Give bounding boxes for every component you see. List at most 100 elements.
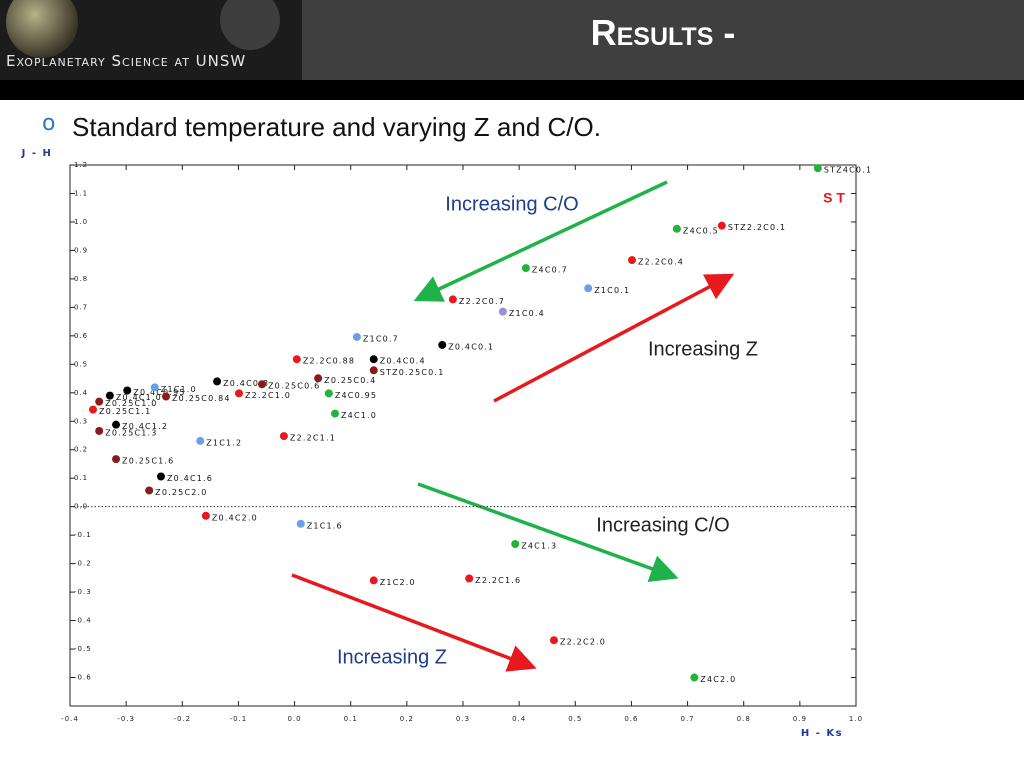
point-label: Z2.2C0.4	[638, 258, 684, 267]
point-label: Z2.2C1.1	[290, 434, 336, 443]
point-label: Z4C2.0	[700, 675, 736, 684]
point-label: Z0.25C0.84	[172, 394, 231, 403]
data-point	[717, 221, 726, 230]
annotation: S T	[823, 190, 845, 206]
x-tick-label: 1.0	[849, 715, 863, 723]
y-tick-label: 1.2	[74, 161, 88, 169]
point-label: Z4C1.0	[341, 411, 377, 420]
header-strip	[0, 80, 1024, 100]
y-tick-label: 0.3	[74, 417, 88, 425]
arrow	[417, 482, 679, 583]
data-point	[123, 386, 132, 395]
annotation: Increasing Z	[337, 646, 447, 668]
data-point	[213, 377, 222, 386]
x-tick-label: 0.1	[344, 715, 358, 723]
data-point	[369, 366, 378, 375]
point-label: Z1C1.2	[206, 438, 242, 447]
data-point	[438, 340, 447, 349]
data-point	[330, 409, 339, 418]
x-tick-label: 0.3	[456, 715, 470, 723]
point-label: Z4C1.3	[521, 541, 557, 550]
data-point	[95, 397, 104, 406]
y-tick-label: 0.9	[74, 246, 88, 254]
point-label: Z4C0.5	[683, 226, 719, 235]
point-label: Z2.2C2.0	[560, 638, 606, 647]
logo-planet	[6, 0, 78, 58]
arrow	[493, 273, 735, 403]
y-tick-label: 1.1	[74, 189, 88, 197]
y-tick-label: 0.7	[74, 303, 88, 311]
data-point	[279, 432, 288, 441]
point-label: Z1C0.1	[594, 286, 630, 295]
point-label: Z0.4C2.0	[212, 513, 258, 522]
point-label: Z0.4C0.1	[448, 342, 494, 351]
x-tick-label: -0.2	[173, 715, 191, 723]
data-point	[196, 436, 205, 445]
annotation: Increasing Z	[648, 338, 758, 360]
x-axis-label: H - Ks	[801, 728, 843, 739]
logo-planet	[220, 0, 280, 50]
data-point	[324, 389, 333, 398]
x-tick-label: 0.8	[737, 715, 751, 723]
y-tick-label: -0.4	[74, 617, 92, 625]
y-tick-label: 0.5	[74, 360, 88, 368]
point-label: Z0.25C1.6	[122, 457, 174, 466]
data-point	[112, 420, 121, 429]
data-point	[369, 355, 378, 364]
bullet-marker: o	[42, 111, 55, 136]
data-point	[627, 256, 636, 265]
y-tick-label: 0.2	[74, 446, 88, 454]
point-label: Z0.25C1.3	[105, 428, 157, 437]
data-point	[145, 486, 154, 495]
data-point	[150, 383, 159, 392]
data-point	[314, 374, 323, 383]
y-tick-label: 0.8	[74, 275, 88, 283]
point-label: Z4C0.7	[532, 266, 568, 275]
x-tick-label: 0.6	[624, 715, 638, 723]
y-tick-label: -0.1	[74, 531, 92, 539]
data-point	[352, 332, 361, 341]
data-point	[112, 455, 121, 464]
point-label: Z2.2C0.88	[303, 357, 355, 366]
data-point	[498, 307, 507, 316]
point-label: Z0.25C1.1	[99, 407, 151, 416]
data-point	[156, 472, 165, 481]
y-tick-label: 1.0	[74, 218, 88, 226]
x-tick-label: 0.2	[400, 715, 414, 723]
point-label: Z1C1.0	[161, 385, 197, 394]
plot-frame	[69, 164, 857, 707]
slide-title: Results -	[591, 12, 736, 53]
point-label: Z1C1.6	[307, 521, 343, 530]
data-point	[201, 511, 210, 520]
point-label: Z4C0.95	[335, 391, 377, 400]
data-point	[690, 673, 699, 682]
data-point	[89, 405, 98, 414]
x-tick-label: 0.9	[793, 715, 807, 723]
point-label: Z0.4C1.6	[167, 474, 213, 483]
data-point	[296, 519, 305, 528]
point-label: Z0.4C1.0	[116, 393, 162, 402]
data-point	[672, 224, 681, 233]
data-point	[258, 380, 267, 389]
bullet-text: Standard temperature and varying Z and C…	[72, 112, 601, 142]
x-tick-label: -0.1	[230, 715, 248, 723]
point-label: Z2.2C1.6	[475, 576, 521, 585]
y-tick-label: -0.2	[74, 560, 92, 568]
point-label: STZ4C0.1	[824, 166, 872, 175]
point-label: Z0.4C0.8	[223, 379, 269, 388]
point-label: Z0.4C0.95	[133, 388, 185, 397]
point-label: Z2.2C1.0	[245, 391, 291, 400]
x-tick-label: -0.4	[61, 715, 79, 723]
x-tick-label: 0.5	[568, 715, 582, 723]
point-label: STZ0.25C0.1	[380, 368, 445, 377]
point-label: Z1C0.4	[509, 309, 545, 318]
y-tick-label: -0.6	[74, 674, 92, 682]
point-label: Z1C2.0	[380, 578, 416, 587]
y-tick-label: 0.4	[74, 389, 88, 397]
point-label: Z0.25C1.0	[105, 399, 157, 408]
y-tick-label: 0.6	[74, 332, 88, 340]
data-point	[292, 355, 301, 364]
point-label: Z0.4C1.2	[122, 422, 168, 431]
data-point	[813, 164, 822, 173]
x-tick-label: 0.4	[512, 715, 526, 723]
